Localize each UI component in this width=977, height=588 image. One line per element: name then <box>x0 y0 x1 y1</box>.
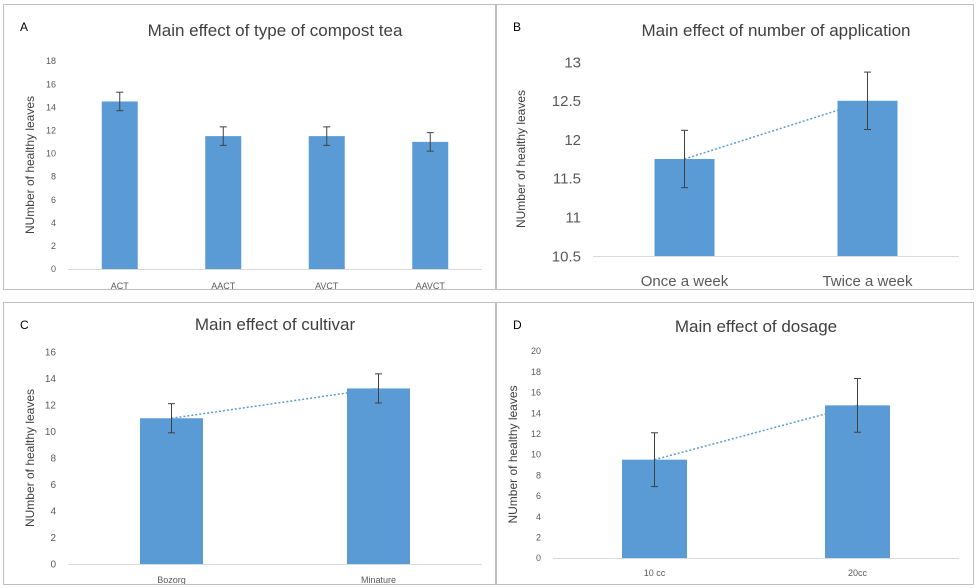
chart-b-y-tick-label: 10.5 <box>552 248 581 265</box>
chart-c-panel-letter: C <box>20 318 29 332</box>
chart-c-bar-minature <box>347 388 410 564</box>
chart-a-error-bar <box>116 91 124 112</box>
chart-d-error-bar <box>651 432 658 488</box>
chart-c-y-axis-label: NUmber of healthy leaves <box>23 389 37 527</box>
chart-c-y-tick-label: 14 <box>45 374 57 385</box>
chart-c-y-tick-label: 8 <box>50 454 56 465</box>
chart-a-y-tick-label: 18 <box>46 56 56 66</box>
chart-c-error-bar <box>168 403 175 434</box>
chart-b-error-bar <box>864 71 871 131</box>
chart-d-y-tick-label: 2 <box>536 532 541 542</box>
chart-d-y-tick-label: 20 <box>531 346 541 356</box>
chart-d: D Main effect of dosage NUmber of healthy … <box>506 317 959 578</box>
chart-a-category-label: ACT <box>111 281 130 289</box>
chart-d-error-bar <box>854 377 861 433</box>
chart-d-y-tick-label: 0 <box>536 553 541 563</box>
chart-b-category-label: Once a week <box>641 273 729 289</box>
chart-c-y-tick-label: 12 <box>45 401 57 412</box>
chart-a-y-tick-label: 10 <box>46 149 56 159</box>
chart-d-y-tick-label: 6 <box>536 491 541 501</box>
chart-a-error-bar <box>426 132 434 152</box>
chart-b-y-axis-label: NUmber of healthy leaves <box>514 90 528 228</box>
chart-a-panel-letter: A <box>20 20 28 34</box>
chart-c-title: Main effect of cultivar <box>195 315 356 334</box>
chart-d-y-tick-label: 4 <box>536 512 541 522</box>
chart-c-y-tick-label: 6 <box>50 480 56 491</box>
chart-a-y-axis-label: NUmber of healthy leaves <box>23 96 37 234</box>
chart-a-title: Main effect of type of compost tea <box>148 21 403 40</box>
chart-b-y-tick-label: 11.5 <box>553 171 581 188</box>
chart-c-category-label: Minature <box>361 575 396 584</box>
panel-d: D Main effect of dosage NUmber of healthy … <box>496 302 974 585</box>
chart-a-bar-aavct <box>412 141 449 269</box>
chart-c-y-tick-label: 10 <box>45 427 57 438</box>
chart-a-y-tick-label: 4 <box>51 218 56 228</box>
chart-d-y-tick-label: 16 <box>531 388 541 398</box>
chart-d-y-axis-label: NUmber of healthy leaves <box>506 385 520 523</box>
chart-b-y-tick-label: 12 <box>564 132 581 149</box>
chart-c-y-tick-label: 16 <box>45 348 57 359</box>
panel-b: B Main effect of number of application NUm… <box>496 4 974 290</box>
chart-b-y-tick-label: 13 <box>564 54 581 71</box>
chart-a: A Main effect of type of compost tea NUmbe… <box>20 20 482 289</box>
chart-c-error-bar <box>375 373 382 404</box>
chart-c-y-tick-label: 4 <box>50 507 56 518</box>
chart-d-y-tick-label: 18 <box>531 367 541 377</box>
chart-b-y-tick-label: 12.5 <box>552 93 581 110</box>
chart-c-y-tick-label: 0 <box>50 560 56 571</box>
chart-c-trendline <box>171 387 379 419</box>
chart-d-y-tick-label: 8 <box>536 470 541 480</box>
panel-a: A Main effect of type of compost tea NUmbe… <box>3 4 496 290</box>
chart-a-y-tick-label: 16 <box>46 79 56 89</box>
chart-a-category-label: AAVCT <box>416 281 446 289</box>
chart-b-error-bar <box>681 129 688 189</box>
chart-a-y-tick-label: 2 <box>51 241 56 251</box>
chart-a-y-tick-label: 6 <box>51 195 56 205</box>
chart-d-category-label: 10 cc <box>644 568 666 578</box>
chart-d-trendline <box>654 404 858 461</box>
chart-a-y-tick-label: 14 <box>46 102 56 112</box>
chart-a-error-bar <box>323 126 331 146</box>
chart-a-error-bar <box>219 126 227 146</box>
chart-c: C Main effect of cultivar NUmber of health… <box>20 315 482 584</box>
chart-c-category-label: Bozorg <box>157 575 186 584</box>
chart-d-title: Main effect of dosage <box>675 317 837 336</box>
chart-a-y-tick-label: 0 <box>51 264 56 274</box>
chart-b-title: Main effect of number of application <box>641 21 910 40</box>
chart-c-bar-bozorg <box>140 418 203 564</box>
chart-b-panel-letter: B <box>513 20 521 34</box>
chart-b: B Main effect of number of application NUm… <box>513 20 959 289</box>
chart-a-bar-avct <box>308 136 345 269</box>
chart-d-category-label: 20cc <box>848 568 868 578</box>
chart-d-y-tick-label: 12 <box>531 429 541 439</box>
chart-b-trendline <box>684 100 868 160</box>
chart-d-y-tick-label: 14 <box>531 408 541 418</box>
chart-a-y-tick-label: 12 <box>46 125 56 135</box>
chart-a-category-label: AVCT <box>315 281 339 289</box>
chart-c-y-tick-label: 2 <box>50 533 56 544</box>
panel-c: C Main effect of cultivar NUmber of health… <box>3 302 496 585</box>
chart-a-category-label: AACT <box>211 281 236 289</box>
chart-d-panel-letter: D <box>513 318 522 332</box>
chart-a-bar-act <box>101 101 138 269</box>
chart-b-category-label: Twice a week <box>822 273 913 289</box>
chart-a-bar-aact <box>205 136 242 269</box>
chart-a-y-tick-label: 8 <box>51 172 56 182</box>
chart-d-y-tick-label: 10 <box>531 450 541 460</box>
chart-b-y-tick-label: 11 <box>565 209 581 226</box>
